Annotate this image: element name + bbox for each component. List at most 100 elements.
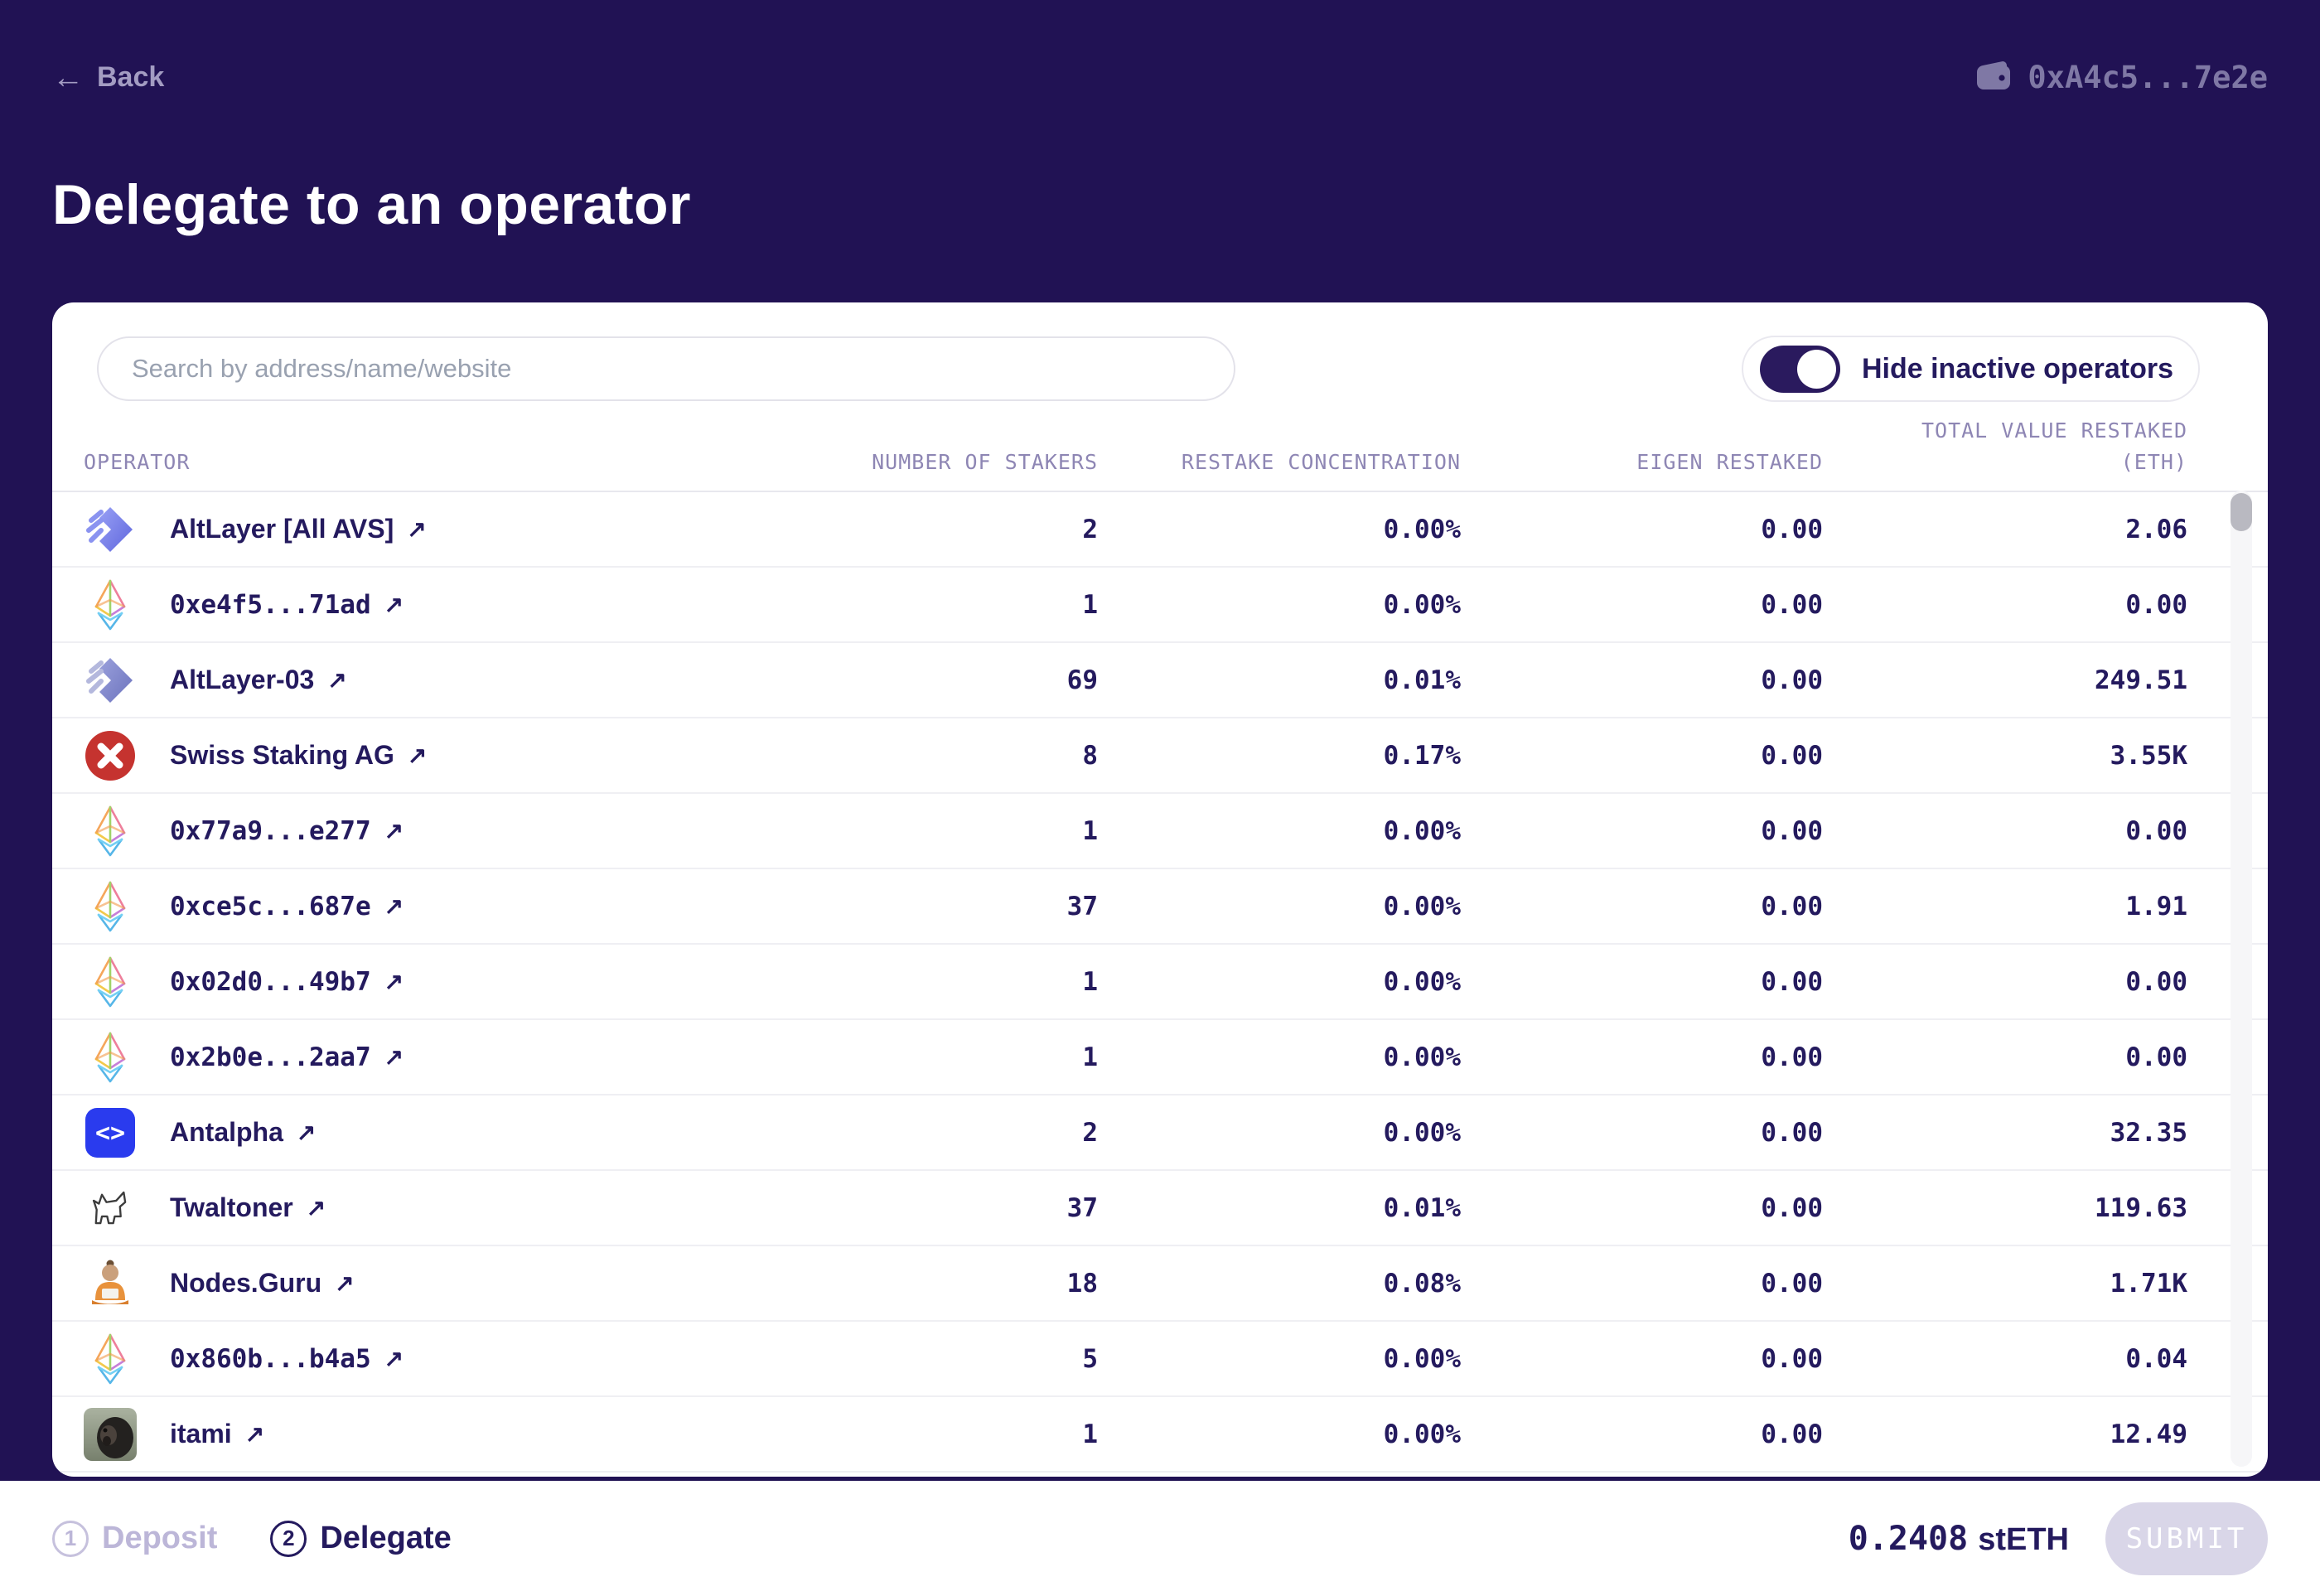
operator-link[interactable]: AltLayer [All AVS] ↗ <box>170 514 427 544</box>
stakers-value: 2 <box>1082 1117 1098 1148</box>
operator-card: Hide inactive operators OPERATOR NUMBER … <box>52 302 2268 1477</box>
operator-cell: 0x2b0e...2aa7 ↗ <box>84 1031 765 1084</box>
operator-link[interactable]: 0xce5c...687e ↗ <box>170 892 404 921</box>
wallet-address: 0xA4c5...7e2e <box>2028 60 2268 95</box>
eigen-value: 0.00 <box>1761 1343 1823 1374</box>
step-deposit[interactable]: 1 Deposit <box>52 1520 217 1557</box>
table-row[interactable]: 0x02d0...49b7 ↗ 1 0.00% 0.00 0.00 <box>52 945 2268 1020</box>
operator-name: Nodes.Guru <box>170 1268 322 1298</box>
external-link-icon: ↗ <box>407 742 428 768</box>
step-delegate-label: Delegate <box>320 1521 452 1555</box>
operator-link[interactable]: Antalpha ↗ <box>170 1117 316 1148</box>
wallet-chip[interactable]: 0xA4c5...7e2e <box>1976 60 2268 95</box>
operator-link[interactable]: Swiss Staking AG ↗ <box>170 740 427 771</box>
table-row[interactable]: 0x2b0e...2aa7 ↗ 1 0.00% 0.00 0.00 <box>52 1020 2268 1095</box>
operator-cell: itami ↗ <box>84 1407 765 1461</box>
operator-cell: <> Antalpha ↗ <box>84 1106 765 1159</box>
table-row[interactable]: Twaltoner ↗ 37 0.01% 0.00 119.63 <box>52 1171 2268 1246</box>
total-value: 0.04 <box>2125 1343 2187 1374</box>
hide-inactive-label: Hide inactive operators <box>1861 352 2173 384</box>
external-link-icon: ↗ <box>296 1120 317 1145</box>
table-row[interactable]: AltLayer-03 ↗ 69 0.01% 0.00 249.51 <box>52 643 2268 718</box>
operator-cell: 0x77a9...e277 ↗ <box>84 805 765 858</box>
table-row[interactable]: itami ↗ 1 0.00% 0.00 12.49 <box>52 1397 2268 1473</box>
external-link-icon: ↗ <box>335 1270 355 1296</box>
table-header: OPERATOR NUMBER OF STAKERS RESTAKE CONCE… <box>84 415 2187 491</box>
eth-icon <box>84 805 137 858</box>
concentration-value: 0.00% <box>1383 1419 1461 1449</box>
total-value: 12.49 <box>2110 1419 2187 1449</box>
operator-link[interactable]: 0xe4f5...71ad ↗ <box>170 590 404 620</box>
total-value: 0.00 <box>2125 966 2187 997</box>
wallet-icon <box>1976 60 2011 94</box>
operator-name: 0x02d0...49b7 <box>170 966 371 997</box>
search-input[interactable] <box>97 336 1235 401</box>
table-row[interactable]: AltLayer [All AVS] ↗ 2 0.00% 0.00 2.06 <box>52 492 2268 568</box>
operator-name: Swiss Staking AG <box>170 740 394 770</box>
table-row[interactable]: 0xe4f5...71ad ↗ 1 0.00% 0.00 0.00 <box>52 568 2268 643</box>
total-value: 249.51 <box>2095 665 2187 695</box>
eigen-value: 0.00 <box>1761 1419 1823 1449</box>
scrollbar-track[interactable] <box>2231 491 2252 1467</box>
eigen-value: 0.00 <box>1761 514 1823 544</box>
operator-link[interactable]: AltLayer-03 ↗ <box>170 665 347 695</box>
back-label: Back <box>97 61 165 93</box>
concentration-value: 0.00% <box>1383 1117 1461 1148</box>
table-row[interactable]: 0xce5c...687e ↗ 37 0.00% 0.00 1.91 <box>52 869 2268 945</box>
concentration-value: 0.00% <box>1383 1042 1461 1072</box>
total-value: 119.63 <box>2095 1192 2187 1223</box>
eigen-value: 0.00 <box>1761 891 1823 921</box>
operator-link[interactable]: 0x77a9...e277 ↗ <box>170 816 404 846</box>
operator-cell: 0x860b...b4a5 ↗ <box>84 1332 765 1386</box>
eigen-value: 0.00 <box>1761 740 1823 771</box>
stake-amount-unit: stETH <box>1978 1521 2069 1557</box>
total-value: 32.35 <box>2110 1117 2187 1148</box>
operator-link[interactable]: 0x2b0e...2aa7 ↗ <box>170 1042 404 1072</box>
column-concentration: RESTAKE CONCENTRATION <box>1181 449 1461 474</box>
stakers-value: 1 <box>1082 966 1098 997</box>
concentration-value: 0.08% <box>1383 1268 1461 1299</box>
total-value: 0.00 <box>2125 589 2187 620</box>
concentration-value: 0.17% <box>1383 740 1461 771</box>
concentration-value: 0.01% <box>1383 1192 1461 1223</box>
concentration-value: 0.00% <box>1383 1343 1461 1374</box>
submit-button[interactable]: SUBMIT <box>2105 1502 2268 1575</box>
operator-cell: Twaltoner ↗ <box>84 1182 765 1235</box>
concentration-value: 0.00% <box>1383 589 1461 620</box>
back-button[interactable]: ← Back <box>52 61 164 94</box>
table-row[interactable]: 0x860b...b4a5 ↗ 5 0.00% 0.00 0.04 <box>52 1322 2268 1397</box>
operator-cell: AltLayer [All AVS] ↗ <box>84 503 765 556</box>
operator-link[interactable]: itami ↗ <box>170 1419 264 1449</box>
page-title: Delegate to an operator <box>52 173 691 236</box>
table-row[interactable]: Swiss Staking AG ↗ 8 0.17% 0.00 3.55K <box>52 718 2268 794</box>
table-row[interactable]: 0x77a9...e277 ↗ 1 0.00% 0.00 0.00 <box>52 794 2268 869</box>
concentration-value: 0.00% <box>1383 891 1461 921</box>
operator-link[interactable]: 0x860b...b4a5 ↗ <box>170 1344 404 1374</box>
operator-name: AltLayer-03 <box>170 665 315 694</box>
operator-link[interactable]: Twaltoner ↗ <box>170 1192 326 1223</box>
antalpha-icon: <> <box>84 1106 137 1159</box>
concentration-value: 0.00% <box>1383 514 1461 544</box>
external-link-icon: ↗ <box>384 969 404 994</box>
hide-inactive-toggle[interactable] <box>1759 345 1840 393</box>
stakers-value: 1 <box>1082 815 1098 846</box>
external-link-icon: ↗ <box>384 1044 404 1070</box>
operator-cell: 0xe4f5...71ad ↗ <box>84 578 765 631</box>
swiss-staking-icon <box>84 729 137 782</box>
operator-cell: 0xce5c...687e ↗ <box>84 880 765 933</box>
operator-name: AltLayer [All AVS] <box>170 514 394 544</box>
operator-link[interactable]: Nodes.Guru ↗ <box>170 1268 355 1299</box>
external-link-icon: ↗ <box>384 893 404 919</box>
operator-link[interactable]: 0x02d0...49b7 ↗ <box>170 967 404 997</box>
total-value: 1.71K <box>2110 1268 2187 1299</box>
operator-name: itami <box>170 1419 232 1448</box>
table-row[interactable]: <> Antalpha ↗ 2 0.00% 0.00 32.35 <box>52 1095 2268 1171</box>
card-toolbar: Hide inactive operators <box>97 336 2200 402</box>
table-row[interactable]: Nodes.Guru ↗ 18 0.08% 0.00 1.71K <box>52 1246 2268 1322</box>
scrollbar-thumb[interactable] <box>2231 493 2252 531</box>
concentration-value: 0.00% <box>1383 815 1461 846</box>
external-link-icon: ↗ <box>327 667 347 693</box>
operator-name: 0x2b0e...2aa7 <box>170 1042 371 1072</box>
step-delegate[interactable]: 2 Delegate <box>270 1520 452 1557</box>
eigen-value: 0.00 <box>1761 589 1823 620</box>
